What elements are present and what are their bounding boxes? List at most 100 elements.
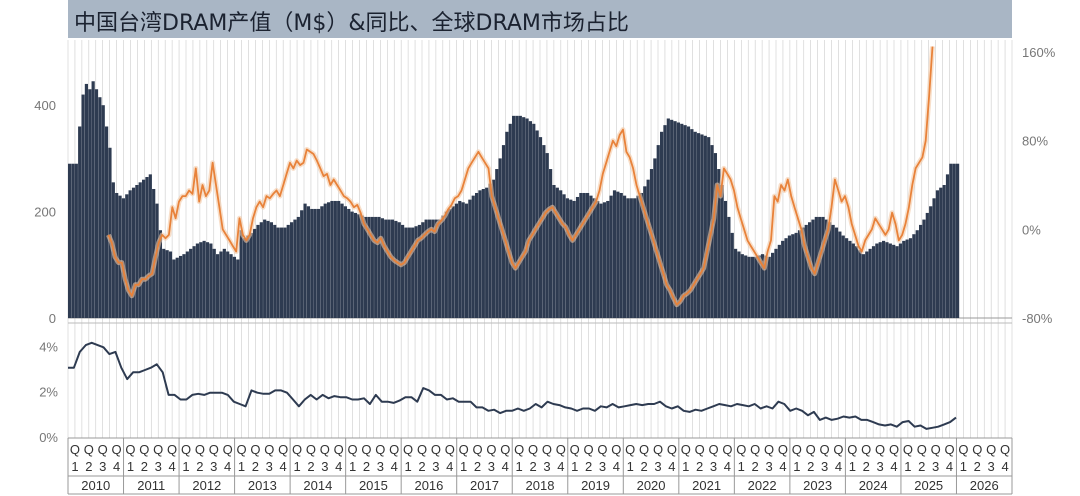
quarter-label-num: 1 — [682, 459, 689, 474]
bar — [222, 248, 226, 318]
bar — [586, 192, 590, 318]
quarter-label-q: Q — [542, 442, 552, 457]
bar — [266, 220, 270, 318]
bar — [791, 234, 795, 318]
quarter-label-q: Q — [722, 442, 732, 457]
bar — [239, 230, 243, 318]
bar — [932, 198, 936, 318]
bar — [831, 224, 835, 318]
bar — [74, 163, 78, 318]
quarter-label-num: 4 — [224, 459, 231, 474]
bar — [313, 208, 317, 318]
bar — [592, 198, 596, 318]
bar — [293, 219, 297, 318]
bar — [956, 163, 960, 318]
bar — [676, 122, 681, 319]
bottom-axis-tick: 0% — [39, 430, 58, 445]
bar — [838, 231, 842, 318]
quarter-label-num: 4 — [668, 459, 675, 474]
quarter-label-num: 1 — [182, 459, 189, 474]
quarter-label-q: Q — [139, 442, 149, 457]
bar — [374, 216, 378, 318]
bar — [407, 227, 411, 318]
bar — [781, 240, 785, 318]
quarter-label-q: Q — [570, 442, 580, 457]
bar — [848, 240, 852, 318]
quarter-label-q: Q — [98, 442, 108, 457]
quarter-label-q: Q — [750, 442, 760, 457]
year-label: 2025 — [914, 478, 943, 493]
bar — [905, 239, 909, 318]
bar — [515, 115, 519, 318]
bar — [273, 224, 277, 318]
bar — [199, 242, 203, 318]
bar — [693, 131, 697, 318]
bar — [834, 227, 839, 318]
bar — [162, 248, 166, 318]
bar — [202, 240, 206, 318]
year-label: 2020 — [637, 478, 666, 493]
bar — [801, 227, 805, 318]
bar — [616, 191, 620, 318]
bar — [485, 187, 489, 318]
year-label: 2018 — [526, 478, 555, 493]
bar — [754, 256, 758, 318]
bar — [327, 202, 331, 318]
bar — [121, 198, 126, 318]
year-label: 2014 — [303, 478, 332, 493]
bar — [417, 224, 422, 318]
quarter-label-num: 2 — [918, 459, 925, 474]
bar — [512, 115, 516, 318]
bar — [195, 243, 200, 318]
bar — [730, 232, 734, 318]
bar — [152, 188, 156, 318]
bar — [471, 195, 475, 318]
bar — [549, 169, 553, 318]
bottom-axis-tick: 4% — [39, 339, 58, 354]
bar — [158, 230, 163, 318]
bar — [138, 182, 142, 318]
right-axis-tick: 80% — [1022, 134, 1048, 149]
year-label: 2021 — [692, 478, 721, 493]
bar — [663, 125, 667, 319]
bar — [804, 224, 808, 318]
bar — [939, 187, 943, 318]
quarter-label-num: 4 — [391, 459, 398, 474]
bar — [518, 115, 522, 318]
bar — [488, 183, 492, 318]
bar — [414, 226, 418, 318]
quarter-label-num: 3 — [377, 459, 384, 474]
bar — [892, 244, 896, 318]
bar — [256, 224, 260, 318]
bar — [666, 118, 670, 318]
bar — [182, 254, 186, 318]
bar — [912, 234, 916, 318]
quarter-label-q: Q — [820, 442, 830, 457]
bar — [458, 200, 462, 318]
bar — [643, 186, 647, 318]
quarter-label-num: 3 — [321, 459, 328, 474]
quarter-label-q: Q — [236, 442, 246, 457]
quarter-label-num: 1 — [960, 459, 967, 474]
bar — [935, 190, 940, 318]
bar — [475, 192, 479, 318]
quarter-label-q: Q — [764, 442, 774, 457]
quarter-label-num: 4 — [779, 459, 786, 474]
quarter-label-num: 2 — [196, 459, 203, 474]
quarter-label-q: Q — [112, 442, 122, 457]
bar — [350, 211, 354, 318]
bar — [91, 81, 95, 318]
bar — [387, 219, 391, 318]
quarter-label-num: 2 — [474, 459, 481, 474]
bar — [145, 177, 149, 318]
bar — [633, 198, 637, 318]
quarter-label-q: Q — [334, 442, 344, 457]
left-axis-tick: 400 — [34, 98, 56, 113]
bar — [108, 147, 112, 318]
bar — [875, 243, 879, 318]
bar — [629, 198, 633, 318]
quarter-label-q: Q — [778, 442, 788, 457]
bar — [168, 251, 173, 318]
year-label: 2010 — [81, 478, 110, 493]
bar — [717, 169, 721, 318]
